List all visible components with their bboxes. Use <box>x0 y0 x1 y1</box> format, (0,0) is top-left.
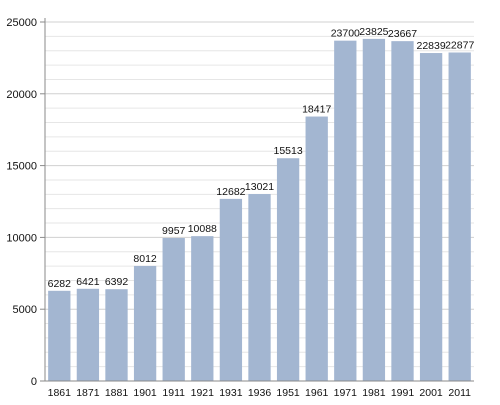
data-label-1951: 15513 <box>273 145 302 157</box>
x-tick-label-1881: 1881 <box>105 387 129 399</box>
x-tick-label-1921: 1921 <box>191 387 215 399</box>
y-tick-label: 20000 <box>6 89 37 101</box>
x-tick-label-2001: 2001 <box>419 387 443 399</box>
x-tick-label-1911: 1911 <box>162 387 185 399</box>
y-tick-label: 10000 <box>6 232 37 244</box>
bar-1936 <box>248 194 271 381</box>
x-tick-label-1951: 1951 <box>276 387 300 399</box>
data-labels: 6282 6421 6392 8012 9957 10088 12682 13021 15513… <box>48 26 475 290</box>
x-tick-label-1931: 1931 <box>219 387 243 399</box>
y-tick-label: 25000 <box>6 17 37 29</box>
data-label-1901: 8012 <box>133 253 157 265</box>
bar-1901 <box>133 265 157 381</box>
y-tick-label: 15000 <box>6 161 37 173</box>
y-tick-label: 5000 <box>13 304 37 316</box>
x-tick-label-1971: 1971 <box>334 387 358 399</box>
y-tick-label: 0 <box>31 376 37 388</box>
data-label-1921: 10088 <box>188 223 217 235</box>
data-label-1961: 18417 <box>302 104 331 116</box>
bar-1931 <box>219 198 243 381</box>
bar-1921 <box>191 236 214 381</box>
data-label-1991: 23667 <box>388 28 417 40</box>
x-tick-label-2011: 2011 <box>448 387 471 399</box>
bar-1971 <box>334 40 357 381</box>
bar-1861 <box>48 290 71 381</box>
x-tick-label-1871: 1871 <box>76 387 100 399</box>
axes: 0 5000 10000 15000 20000 25000 1861 1871 1881 190… <box>6 17 474 399</box>
bar-1871 <box>76 288 100 381</box>
data-label-1861: 6282 <box>48 278 72 290</box>
data-label-1981: 23825 <box>359 26 388 38</box>
data-label-1871: 6421 <box>76 276 100 288</box>
bar-1991 <box>391 41 414 382</box>
bar-1961 <box>305 116 328 381</box>
bar-1881 <box>105 289 128 381</box>
data-label-1881: 6392 <box>105 276 129 288</box>
data-label-1911: 9957 <box>162 225 186 237</box>
x-tick-label-1901: 1901 <box>133 387 157 399</box>
data-label-1936: 13021 <box>245 181 274 193</box>
x-tick-label-1961: 1961 <box>305 387 329 399</box>
x-tick-label-1981: 1981 <box>362 387 386 399</box>
data-label-2001: 22839 <box>416 40 445 52</box>
x-tick-label-1991: 1991 <box>391 387 415 399</box>
bar-1951 <box>276 158 300 381</box>
bars <box>48 38 471 382</box>
bar-1911 <box>162 238 185 381</box>
data-label-1971: 23700 <box>331 28 360 40</box>
bar-2001 <box>419 53 443 382</box>
bar-2011 <box>448 52 471 382</box>
bar-1981 <box>362 38 386 382</box>
data-label-2011: 22877 <box>445 39 474 51</box>
x-tick-label-1936: 1936 <box>248 387 272 399</box>
x-tick-label-1861: 1861 <box>48 387 72 399</box>
data-label-1931: 12682 <box>216 186 245 198</box>
